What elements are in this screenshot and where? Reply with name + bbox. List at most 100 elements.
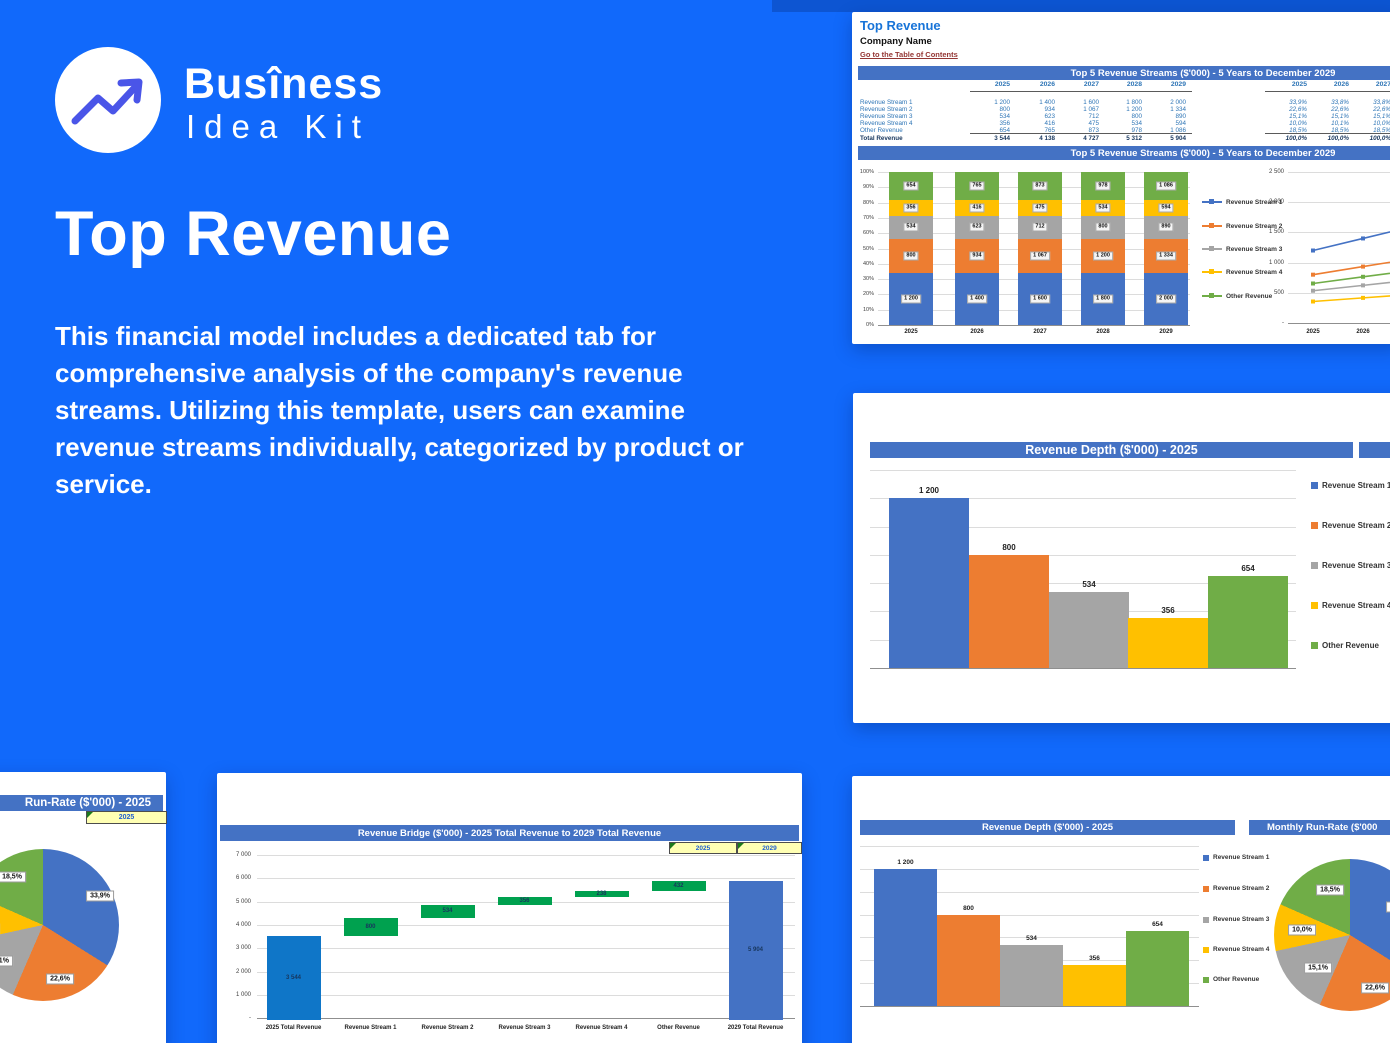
table-cell-pct: 18,5% [1373,126,1390,134]
waterfall-bar: 238 [574,891,629,897]
table-cell: 978 [1131,126,1142,134]
depth-bar-chart: 1 200 800 534 356 654 [853,393,1390,723]
legend-item: Other Revenue [1203,975,1259,984]
bar-value-label: 475 [1032,203,1048,213]
line-chart: 2 500 2 000 1 500 1 000 500 - 2025 2026 2027 [852,12,1390,344]
bar-value-label: 654 [1152,921,1163,929]
bar-value-label: 534 [1095,203,1111,213]
x-axis-tick: Revenue Stream 4 [575,1025,628,1031]
y-axis-tick: - [1282,320,1284,326]
table-cell: 765 [1044,126,1055,134]
bar-value-label: 416 [969,203,985,213]
bar-value-label: 1 334 [1156,251,1176,261]
pie-slice-label: 18,5% [1316,884,1344,896]
table-row-label: Revenue Stream 3 [860,113,913,120]
stacked-bar-segment: 2 000 [1144,273,1188,325]
table-section-title: Top 5 Revenue Streams ($'000) - 5 Years … [1070,67,1336,79]
total-topline [970,133,1192,134]
brand-name-line2: Idea Kit [186,108,370,145]
table-cell: 873 [1088,126,1099,134]
table-cell-pct: 33,8% [1373,99,1390,106]
legend-label: Revenue Stream 2 [1322,521,1390,530]
table-cell: 356 [999,120,1010,127]
stacked-bar-segment: 1 334 [1144,238,1188,274]
data-point-marker [1311,248,1315,253]
stacked-bar-segment: 1 600 [1018,273,1062,325]
chart-section-header: Top 5 Revenue Streams ($'000) - 5 Years … [858,146,1390,160]
legend-label: Revenue Stream 4 [1213,946,1270,953]
brand-logo [55,47,161,153]
table-cell: 416 [1044,120,1055,127]
table-cell: 890 [1175,113,1186,120]
gridline [1288,262,1390,264]
table-cell-pct: 15,1% [1289,113,1307,120]
bar-value-label: 800 [1095,222,1111,232]
legend-item: Revenue Stream 2 [1203,884,1269,893]
pie-slice-label: 18,5% [0,871,26,883]
bar-value-label: 623 [969,222,985,232]
table-cell: 1 400 [1039,99,1055,106]
gridline [257,971,795,973]
revenue-depth-panel: Revenue Depth ($'000) - 2025 1 200 800 534… [853,393,1390,723]
bar-value-label: 765 [969,181,985,191]
data-point-marker [1311,288,1315,293]
table-cell-pct: 10,0% [1289,120,1307,127]
x-axis-tick: 2026 [1356,329,1370,335]
y-axis-tick: 50% [862,245,874,252]
legend-marker-icon [1311,602,1318,609]
waterfall-bar: 800 [343,917,398,937]
column-header: 2027 [1375,81,1390,88]
revenue-table: 2025 2026 2027 2028 2029 2025 2026 2027 2028 Reve… [852,12,1390,344]
bar-value-label: 3 544 [285,975,301,982]
table-cell-pct: 15,1% [1331,113,1349,120]
legend-item: Revenue Stream 4 [1311,601,1390,610]
legend-label: Revenue Stream 2 [1213,885,1270,892]
gridline [257,855,795,856]
gridline [870,526,1296,528]
table-total-cell: 4 727 [1083,135,1099,142]
bar-value-label: 712 [1032,222,1048,232]
legend-label: Revenue Stream 1 [1322,481,1390,490]
bridge-year-end-dropdown[interactable]: 2029 [737,842,802,854]
legend-line-marker-icon [1202,269,1222,274]
bar-value-label: 654 [1241,563,1255,573]
table-row-label: Other Revenue [860,126,903,134]
bar-value-label: 934 [969,251,985,261]
line-chart-svg [1311,231,1390,304]
depth-bar [874,869,937,1006]
table-cell: 1 600 [1083,99,1099,106]
legend-label: Revenue Stream 3 [1213,916,1270,923]
y-axis-tick: 1 000 [235,991,251,998]
stacked-bar-segment: 623 [955,215,999,239]
trend-arrow-icon [71,78,143,125]
stacked-bar-segment: 534 [889,215,933,239]
legend-marker-icon [1203,976,1209,983]
y-axis-tick: 3 000 [235,945,251,952]
x-axis-tick: Revenue Stream 3 [498,1025,551,1031]
table-of-contents-link[interactable]: Go to the Table of Contents [860,50,958,59]
legend-marker-icon [1209,199,1214,204]
table-cell: 2 000 [1170,99,1186,106]
table-cell: 1 086 [1170,126,1186,134]
year-dropdown[interactable]: 2025 [86,811,167,824]
table-total-pct: 100,0% [1327,135,1349,142]
bridge-title: Revenue Bridge ($'000) - 2025 Total Reve… [357,827,662,839]
bar-value-label: 1 600 [1030,294,1050,304]
bridge-title-bar: Revenue Bridge ($'000) - 2025 Total Reve… [220,825,799,841]
stacked-bar-segment: 1 200 [889,273,933,325]
depth2-bar-chart: 1 200 800 534 356 654 [852,776,1390,1043]
x-axis-tick: 2025 Total Revenue [265,1025,322,1031]
data-point-marker [1361,274,1365,279]
x-axis-tick: 2029 Total Revenue [727,1025,784,1031]
line-series [1312,261,1390,276]
legend-item: Revenue Stream 1 [1311,481,1390,490]
bridge-year-start-dropdown[interactable]: 2025 [669,842,737,854]
data-point-marker [1361,236,1365,241]
x-axis-tick: 2025 [1306,329,1320,335]
table-cell-pct: 18,5% [1289,126,1307,134]
y-axis-tick: 1 500 [1268,229,1284,236]
bar-value-label: 1 067 [1030,251,1050,261]
data-point-marker [1311,299,1315,304]
column-header: 2025 [1291,81,1307,88]
x-axis-tick: 2029 [1159,329,1173,335]
